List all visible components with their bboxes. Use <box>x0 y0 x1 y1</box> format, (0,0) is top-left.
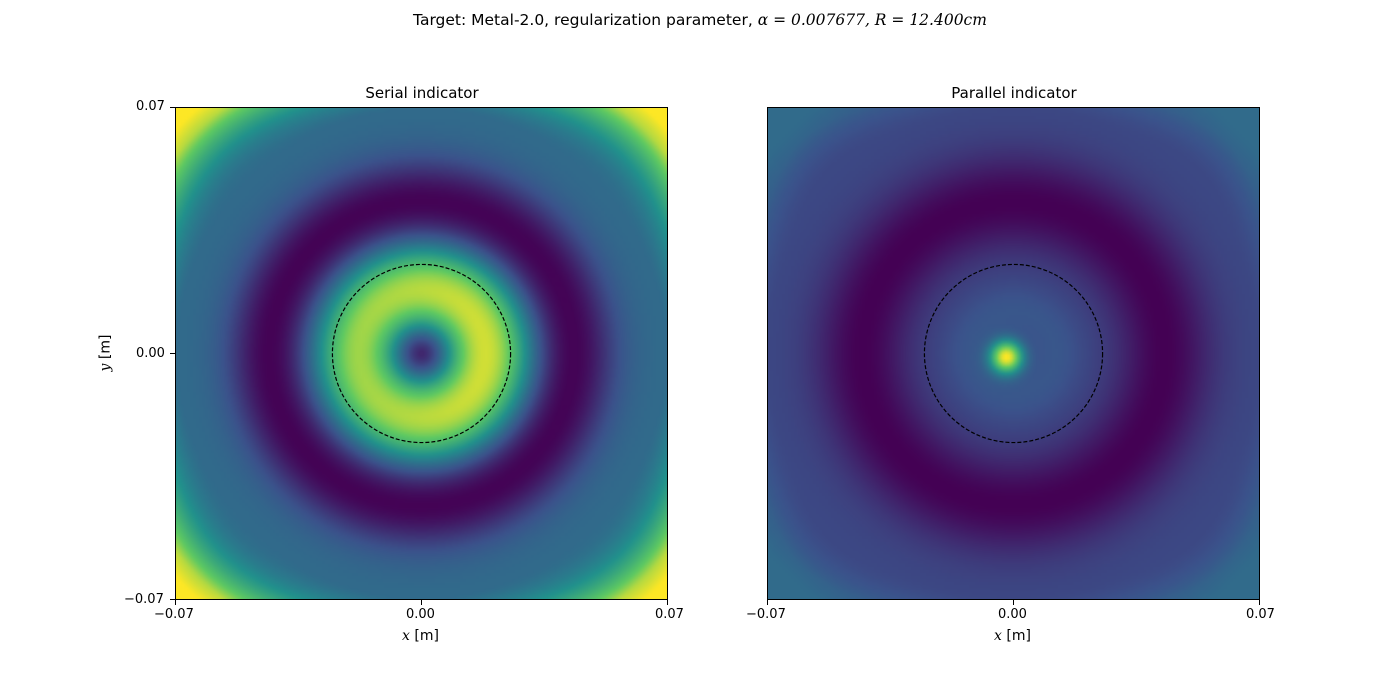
serial-ytick-mark-0 <box>170 107 175 108</box>
serial-panel-title: Serial indicator <box>365 84 479 102</box>
figure-title: Target: Metal-2.0, regularization parame… <box>0 11 1400 29</box>
serial-xtick-mark-1 <box>421 600 422 605</box>
parallel-xtick-mark-1 <box>1013 600 1014 605</box>
parallel-panel-title: Parallel indicator <box>951 84 1077 102</box>
serial-xtick-mark-2 <box>667 600 668 605</box>
parallel-target-circle <box>923 263 1104 444</box>
parallel-heatmap <box>767 107 1260 600</box>
serial-ytick-label-1: 0.00 <box>136 346 165 361</box>
parallel-xtick-mark-0 <box>767 600 768 605</box>
serial-xlabel-unit: [m] <box>409 628 439 644</box>
serial-ylabel-var: y <box>97 363 114 372</box>
serial-xtick-label-0: −0.07 <box>154 607 194 622</box>
serial-heatmap-svg <box>176 108 667 599</box>
parallel-xtick-label-1: 0.00 <box>998 607 1027 622</box>
serial-ylabel-unit: [m] <box>97 334 114 364</box>
parallel-xtick-label-0: −0.07 <box>746 607 786 622</box>
parallel-xlabel-unit: [m] <box>1001 628 1031 644</box>
serial-heatmap <box>175 107 668 600</box>
parallel-xlabel: x [m] <box>994 628 1031 644</box>
serial-ytick-label-2: 0.07 <box>136 99 165 114</box>
parallel-heatmap-image <box>768 108 1259 599</box>
serial-ytick-mark-1 <box>170 353 175 354</box>
serial-xtick-label-1: 0.00 <box>406 607 435 622</box>
serial-ytick-label-0: −0.07 <box>124 592 164 607</box>
serial-target-circle <box>331 263 512 444</box>
parallel-xlabel-var: x <box>994 628 1002 644</box>
serial-ylabel: y [m] <box>97 335 113 372</box>
serial-heatmap-image <box>176 108 667 599</box>
figure-title-text: Target: Metal-2.0, regularization parame… <box>413 11 758 29</box>
serial-xtick-label-2: 0.07 <box>655 607 684 622</box>
serial-xtick-mark-0 <box>175 600 176 605</box>
parallel-heatmap-svg <box>768 108 1259 599</box>
serial-xlabel-var: x <box>402 628 410 644</box>
parallel-xtick-label-2: 0.07 <box>1246 607 1275 622</box>
serial-ytick-mark-2 <box>170 599 175 600</box>
figure-title-math: α = 0.007677, R = 12.400cm <box>757 11 987 29</box>
serial-xlabel: x [m] <box>402 628 439 644</box>
parallel-xtick-mark-2 <box>1259 600 1260 605</box>
